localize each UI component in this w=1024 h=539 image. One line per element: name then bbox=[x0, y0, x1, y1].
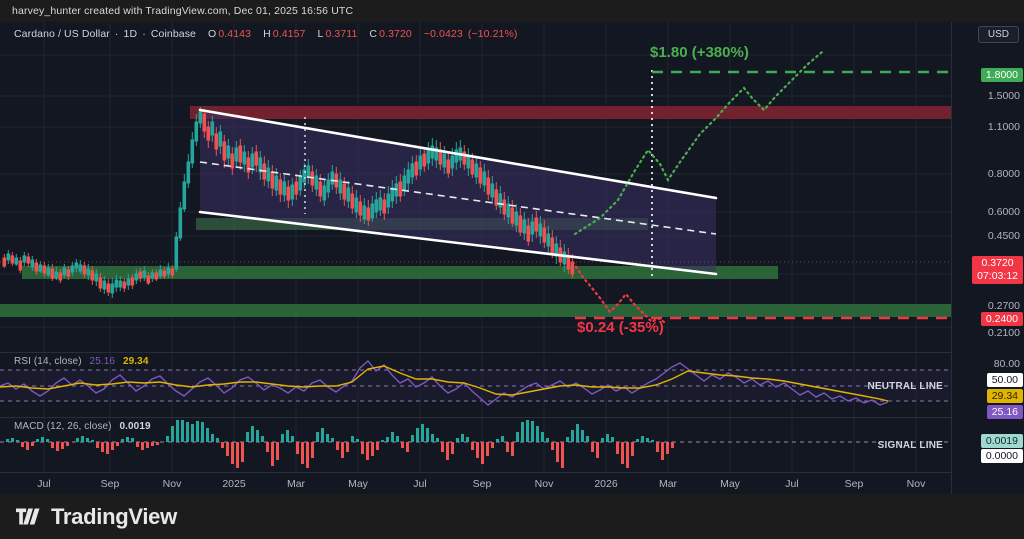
macd-value-badge: 0.0019 bbox=[980, 434, 1023, 448]
symbol-name: Cardano / US Dollar bbox=[14, 28, 110, 40]
time-tick: 2026 bbox=[594, 478, 618, 490]
macd-pane-canvas bbox=[0, 418, 951, 473]
rsi-title: RSI (14, close) bbox=[14, 356, 82, 367]
open-value: 0.4143 bbox=[218, 28, 252, 40]
signal-line-label: SIGNAL LINE bbox=[877, 440, 943, 451]
credit-bar: harvey_hunter created with TradingView.c… bbox=[0, 0, 1024, 22]
close-label: C bbox=[369, 28, 378, 40]
symbol-interval: 1D bbox=[123, 28, 138, 40]
macd-title: MACD (12, 26, close) bbox=[14, 421, 112, 432]
time-tick: 2025 bbox=[222, 478, 246, 490]
low-value: 0.3711 bbox=[325, 28, 358, 40]
rsi-ma-badge: 29.34 bbox=[986, 389, 1023, 403]
price-tick: 1.1000 bbox=[987, 121, 1020, 133]
open-label: O bbox=[208, 28, 217, 40]
change-percent: (−10.21%) bbox=[467, 28, 518, 40]
descending-channel-fill bbox=[200, 110, 716, 274]
time-tick: Mar bbox=[286, 478, 306, 490]
symbol-sep-1: · bbox=[114, 28, 119, 40]
time-tick: Jul bbox=[37, 478, 51, 490]
last-price-countdown: 07:03:12 bbox=[977, 270, 1018, 282]
candlestick-series bbox=[2, 107, 575, 298]
macd-value: 0.0019 bbox=[119, 421, 151, 432]
low-label: L bbox=[317, 28, 324, 40]
credit-text: harvey_hunter created with TradingView.c… bbox=[12, 5, 354, 17]
change-value: −0.0423 bbox=[423, 28, 463, 40]
time-tick: May bbox=[348, 478, 368, 490]
bull-target-price-badge: 1.8000 bbox=[980, 68, 1023, 82]
close-value: 0.3720 bbox=[379, 28, 412, 40]
symbol-sep-2: · bbox=[142, 28, 146, 40]
price-tick: 0.8000 bbox=[987, 168, 1020, 180]
price-scale[interactable]: USD 1.8000 1.8000 1.5000 1.1000 0.8000 0… bbox=[951, 22, 1024, 494]
channel-midline bbox=[199, 161, 717, 235]
currency-badge[interactable]: USD bbox=[977, 26, 1019, 43]
bull-target-annotation: $1.80 (+380%) bbox=[650, 44, 749, 61]
resistance-zone-rect bbox=[190, 106, 951, 119]
time-tick: Nov bbox=[534, 478, 554, 490]
tradingview-logo-text: TradingView bbox=[51, 503, 177, 529]
rsi-value: 25.16 bbox=[89, 356, 116, 367]
lower-support-zone-rect bbox=[22, 266, 778, 279]
macd-legend: MACD (12, 26, close) 0.0019 bbox=[14, 421, 151, 432]
price-tick: 0.4500 bbox=[987, 230, 1020, 242]
macd-zero-badge: 0.0000 bbox=[980, 449, 1023, 463]
symbol-legend: Cardano / US Dollar · 1D · Coinbase O 0.4… bbox=[14, 28, 519, 40]
bear-target-price-badge: 0.2400 bbox=[980, 312, 1023, 326]
bearish-projection-path bbox=[571, 260, 666, 324]
rsi-value-badge: 25.16 bbox=[986, 405, 1023, 419]
rsi-ma-line bbox=[0, 365, 889, 402]
chart-frame: Cardano / US Dollar · 1D · Coinbase O 0.4… bbox=[0, 22, 1024, 494]
time-tick: May bbox=[720, 478, 740, 490]
time-tick: Jul bbox=[413, 478, 427, 490]
time-tick: Mar bbox=[658, 478, 678, 490]
time-tick: Nov bbox=[906, 478, 926, 490]
price-pane-canvas bbox=[0, 22, 951, 352]
rsi-tick: 80.00 bbox=[993, 358, 1020, 370]
macd-pane[interactable]: MACD (12, 26, close) 0.0019 SIGNAL LINE bbox=[0, 417, 951, 473]
last-price-value: 0.3720 bbox=[981, 257, 1014, 269]
price-tick: 0.6000 bbox=[987, 206, 1020, 218]
price-tick: 0.2100 bbox=[987, 327, 1020, 339]
symbol-exchange: Coinbase bbox=[150, 28, 196, 40]
tradingview-logo-icon bbox=[16, 508, 40, 525]
time-tick: Sep bbox=[472, 478, 492, 490]
rsi-legend: RSI (14, close) 25.16 29.34 bbox=[14, 356, 148, 367]
price-tick: 0.2700 bbox=[987, 300, 1020, 312]
bear-target-annotation: $0.24 (-35%) bbox=[577, 319, 664, 336]
high-value: 0.4157 bbox=[272, 28, 306, 40]
plot-column: Cardano / US Dollar · 1D · Coinbase O 0.4… bbox=[0, 22, 951, 494]
footer-bar: TradingView bbox=[0, 494, 1024, 539]
time-axis[interactable]: Jul Sep Nov 2025 Mar May Jul Sep Nov 202… bbox=[0, 472, 951, 494]
descending-channel-lines bbox=[198, 108, 718, 276]
time-tick: Sep bbox=[100, 478, 120, 490]
last-price-badge: 0.3720 07:03:12 bbox=[972, 256, 1023, 284]
price-pane[interactable]: Cardano / US Dollar · 1D · Coinbase O 0.4… bbox=[0, 22, 951, 352]
rsi-mid-badge: 50.00 bbox=[986, 373, 1023, 387]
rsi-pane[interactable]: RSI (14, close) 25.16 29.34 NEUTRAL LINE bbox=[0, 352, 951, 418]
rsi-ma-value: 29.34 bbox=[122, 356, 149, 367]
time-tick: Jul bbox=[785, 478, 799, 490]
time-tick: Nov bbox=[162, 478, 182, 490]
time-tick: Sep bbox=[844, 478, 864, 490]
price-tick: 1.5000 bbox=[987, 90, 1020, 102]
high-label: H bbox=[263, 28, 271, 40]
bullish-projection-path bbox=[573, 50, 824, 236]
neutral-line-label: NEUTRAL LINE bbox=[867, 381, 943, 392]
rsi-pane-canvas bbox=[0, 353, 951, 418]
macd-histogram bbox=[6, 420, 674, 468]
deep-support-zone-rect bbox=[0, 304, 951, 317]
